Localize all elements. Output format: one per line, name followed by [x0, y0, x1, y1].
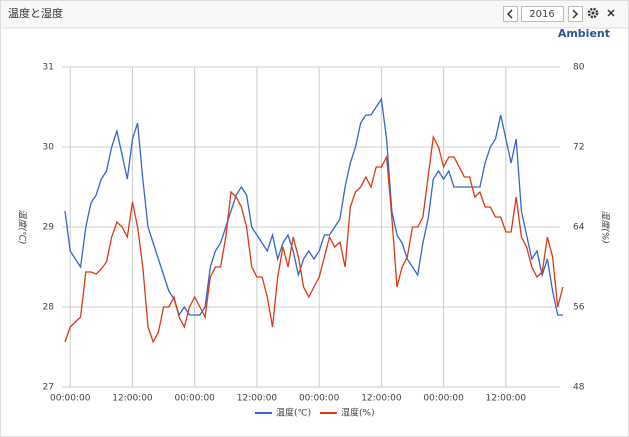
- y-tick-label: 27: [43, 383, 54, 393]
- x-tick-label: 00:00:00: [50, 394, 91, 404]
- x-tick-label: 00:00:00: [423, 394, 464, 404]
- y2-tick-label: 64: [573, 223, 585, 233]
- prev-button[interactable]: [503, 6, 518, 22]
- settings-icon[interactable]: [587, 7, 599, 19]
- y-tick-label: 30: [43, 143, 55, 153]
- y2-tick-label: 72: [573, 143, 584, 153]
- series-line: [64, 134, 564, 344]
- year-box[interactable]: [521, 6, 564, 22]
- next-button[interactable]: [568, 6, 583, 22]
- x-tick-label: 12:00:00: [486, 394, 527, 404]
- y-tick-label: 31: [43, 63, 54, 73]
- y2-tick-label: 80: [573, 63, 585, 73]
- y-tick-label: 28: [43, 303, 55, 313]
- y2-axis-label: 湿度(%): [600, 210, 611, 244]
- x-tick-label: 12:00:00: [237, 394, 278, 404]
- legend-label: 湿度(%): [341, 407, 375, 419]
- x-tick-label: 12:00:00: [112, 394, 153, 404]
- x-tick-label: 12:00:00: [361, 394, 402, 404]
- x-tick-label: 00:00:00: [299, 394, 340, 404]
- y2-tick-label: 56: [573, 303, 585, 313]
- brand: Ambient: [558, 27, 610, 40]
- year: 2016: [529, 9, 554, 20]
- header-title: 温度と湿度: [8, 6, 63, 20]
- legend-label: 温度(℃): [276, 407, 311, 419]
- close-icon[interactable]: [607, 9, 615, 17]
- y-axis-label: 温度(℃): [17, 209, 28, 244]
- x-tick-label: 00:00:00: [174, 394, 215, 404]
- y2-tick-label: 48: [573, 383, 585, 393]
- series-line: [64, 97, 563, 317]
- y-tick-label: 29: [43, 223, 55, 233]
